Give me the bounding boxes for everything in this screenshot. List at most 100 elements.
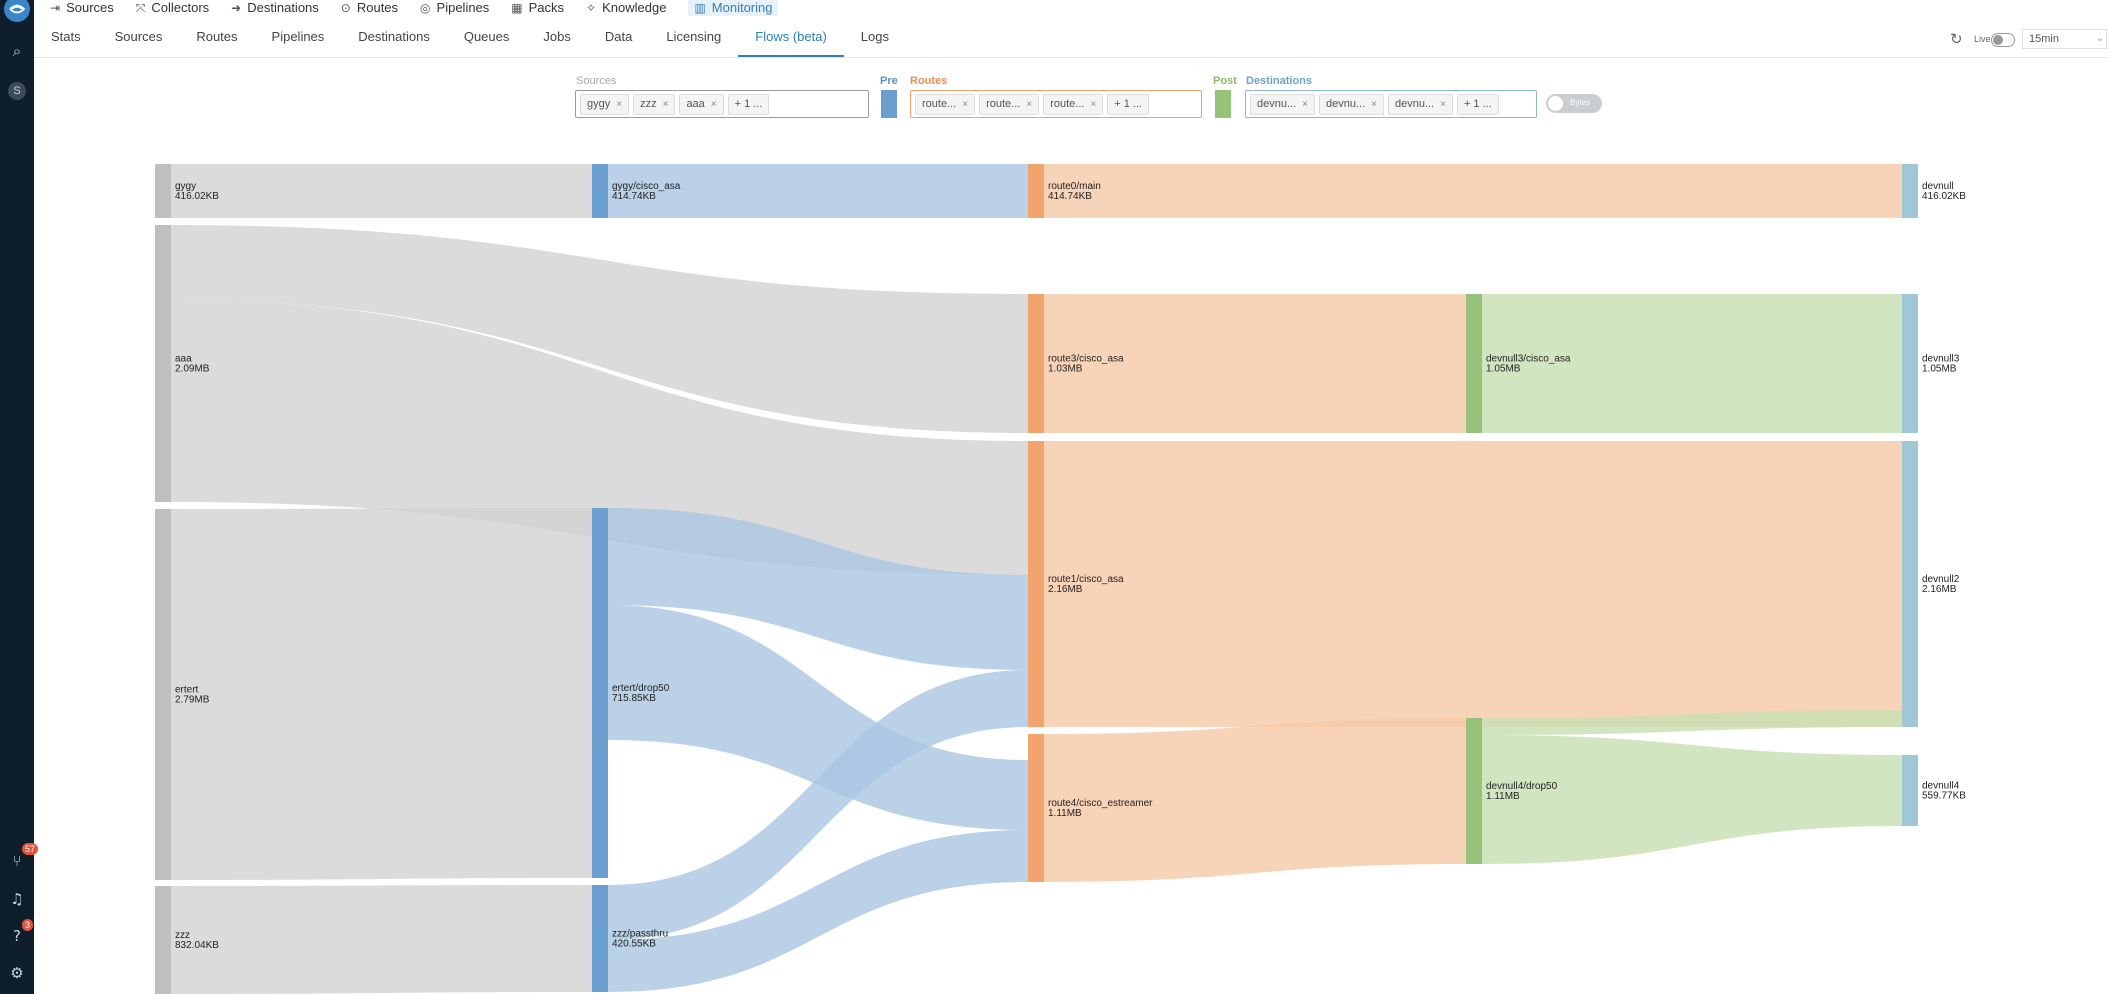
flow-link-r4-to-p4[interactable] bbox=[1044, 718, 1466, 882]
live-toggle[interactable] bbox=[1991, 33, 2015, 47]
bytes-toggle[interactable]: Bytes bbox=[1546, 94, 1602, 113]
flow-link-ertert_drop-to-r1[interactable] bbox=[608, 508, 1028, 670]
sources-filter[interactable]: gygy × zzz × aaa × + 1 ... bbox=[575, 90, 869, 118]
app-logo[interactable] bbox=[4, 0, 30, 22]
filter-chip[interactable]: route... × bbox=[979, 93, 1040, 115]
remove-chip-icon[interactable]: × bbox=[1302, 98, 1308, 110]
left-sidebar: ⌕ S ⑂ 57 ♫ ? 3 ⚙ bbox=[0, 0, 39, 994]
flow-link-aaa-to-r3[interactable] bbox=[171, 225, 1028, 433]
filter-chip[interactable]: route... × bbox=[915, 93, 976, 115]
chip-label: route... bbox=[986, 98, 1021, 110]
remove-chip-icon[interactable]: × bbox=[616, 98, 623, 110]
pre-stage-marker bbox=[881, 90, 897, 118]
filter-chip[interactable]: devnu... × bbox=[1250, 93, 1315, 115]
filter-chip[interactable]: gygy × bbox=[580, 93, 630, 115]
filter-chip[interactable]: aaa × bbox=[679, 93, 724, 115]
routes-filter[interactable]: route... × route... × route... × + 1 ... bbox=[910, 90, 1202, 118]
tab-logs[interactable]: Logs bbox=[860, 29, 889, 44]
flow-node-ertert_drop[interactable] bbox=[592, 508, 608, 878]
filter-chip[interactable]: devnu... × bbox=[1387, 93, 1453, 115]
tab-jobs[interactable]: Jobs bbox=[543, 29, 571, 44]
flow-node-value: 559.77KB bbox=[1922, 791, 1966, 802]
flow-node-zzz[interactable] bbox=[155, 886, 171, 994]
destinations-filter[interactable]: devnu... × devnu... × devnu... × + 1 ... bbox=[1245, 90, 1537, 118]
search-icon[interactable]: ⌕ bbox=[12, 42, 22, 60]
avatar[interactable]: S bbox=[8, 82, 26, 100]
source-icon: ⇥ bbox=[50, 1, 61, 15]
tab-destinations[interactable]: Destinations bbox=[358, 29, 430, 44]
flow-link-ertert-to-ertert_drop[interactable] bbox=[171, 508, 592, 880]
bell-icon[interactable]: ♫ bbox=[10, 890, 24, 908]
remove-chip-icon[interactable]: × bbox=[1090, 98, 1097, 110]
top-nav-routes[interactable]: ⊙ Routes bbox=[341, 0, 398, 16]
top-nav-label: Monitoring bbox=[711, 0, 773, 15]
flow-node-name: zzz/passthru bbox=[612, 929, 668, 940]
flow-node-r0[interactable] bbox=[1028, 164, 1044, 218]
flow-link-zzz_pass-to-r1[interactable] bbox=[608, 670, 1028, 940]
filter-chip[interactable]: zzz × bbox=[633, 93, 676, 115]
git-branch-icon[interactable]: ⑂ bbox=[12, 852, 22, 870]
flow-link-gygy_cisco-to-r0[interactable] bbox=[608, 164, 1028, 218]
flow-link-r3-to-p3[interactable] bbox=[1044, 294, 1466, 433]
remove-chip-icon[interactable]: × bbox=[1440, 98, 1446, 110]
flow-node-r1[interactable] bbox=[1028, 441, 1044, 727]
settings-gear-icon[interactable]: ⚙ bbox=[10, 964, 24, 982]
top-nav-packs[interactable]: ▦ Packs bbox=[511, 0, 564, 16]
flow-link-r0-to-d0[interactable] bbox=[1044, 164, 1902, 218]
flow-link-zzz_pass-to-r4[interactable] bbox=[608, 830, 1028, 992]
more-chips[interactable]: + 1 ... bbox=[1456, 93, 1499, 115]
top-nav-monitoring[interactable]: ▥ Monitoring bbox=[688, 0, 779, 16]
flow-link-r1-to-d2[interactable] bbox=[1044, 441, 1902, 727]
remove-chip-icon[interactable]: × bbox=[662, 98, 669, 110]
flow-link-ertert_drop-to-r4[interactable] bbox=[608, 605, 1028, 830]
time-range-value: 15min bbox=[2029, 33, 2059, 45]
flow-node-zzz_pass[interactable] bbox=[592, 885, 608, 992]
top-nav-sources[interactable]: ⇥ Sources bbox=[50, 0, 114, 16]
remove-chip-icon[interactable]: × bbox=[962, 98, 969, 110]
flow-node-aaa[interactable] bbox=[155, 225, 171, 502]
tab-routes[interactable]: Routes bbox=[196, 29, 238, 44]
flow-link-gygy-to-gygy_cisco[interactable] bbox=[171, 164, 592, 218]
more-chips[interactable]: + 1 ... bbox=[1107, 93, 1150, 115]
help-icon[interactable]: ? bbox=[13, 927, 21, 945]
tab-pipelines[interactable]: Pipelines bbox=[271, 29, 325, 44]
remove-chip-icon[interactable]: × bbox=[1026, 98, 1033, 110]
flow-link-p3-to-d3[interactable] bbox=[1482, 294, 1902, 433]
chip-label: gygy bbox=[587, 98, 611, 110]
top-nav-pipelines[interactable]: ◎ Pipelines bbox=[420, 0, 489, 16]
flow-node-d4[interactable] bbox=[1902, 755, 1918, 826]
flow-link-aaa-to-r1[interactable] bbox=[171, 300, 1028, 575]
flow-node-ertert[interactable] bbox=[155, 509, 171, 880]
filter-chip[interactable]: route... × bbox=[1043, 93, 1104, 115]
time-range-select[interactable]: 15min ⌄ bbox=[2022, 29, 2107, 49]
flow-node-r4[interactable] bbox=[1028, 734, 1044, 882]
filter-chip[interactable]: devnu... × bbox=[1318, 93, 1384, 115]
flow-node-p3[interactable] bbox=[1466, 294, 1482, 433]
more-chips[interactable]: + 1 ... bbox=[727, 93, 770, 115]
remove-chip-icon[interactable]: × bbox=[1371, 98, 1377, 110]
flow-node-name: devnull3/cisco_asa bbox=[1486, 354, 1571, 365]
flow-node-d2[interactable] bbox=[1902, 441, 1918, 727]
flow-link-p4-to-d4[interactable] bbox=[1482, 735, 1902, 864]
top-nav-destinations[interactable]: ➜ Destinations bbox=[231, 0, 319, 16]
flow-node-d0[interactable] bbox=[1902, 164, 1918, 218]
flow-node-d3[interactable] bbox=[1902, 294, 1918, 433]
tab-licensing[interactable]: Licensing bbox=[666, 29, 722, 44]
top-nav-collectors[interactable]: ⤧ Collectors bbox=[136, 0, 209, 16]
flow-node-r3[interactable] bbox=[1028, 294, 1044, 433]
flow-link-p4-to-d2[interactable] bbox=[1482, 710, 1902, 735]
logo-mark-icon bbox=[9, 4, 26, 14]
flow-link-zzz-to-zzz_pass[interactable] bbox=[171, 885, 592, 994]
tab-queues[interactable]: Queues bbox=[463, 29, 510, 44]
tab-stats[interactable]: Stats bbox=[51, 29, 81, 44]
chip-label: zzz bbox=[640, 98, 657, 110]
tab-sources[interactable]: Sources bbox=[114, 29, 163, 44]
tab-flows[interactable]: Flows (beta) bbox=[738, 16, 844, 57]
flow-node-gygy_cisco[interactable] bbox=[592, 164, 608, 218]
flow-node-gygy[interactable] bbox=[155, 164, 171, 218]
flow-node-p4[interactable] bbox=[1466, 718, 1482, 864]
tab-data[interactable]: Data bbox=[604, 29, 633, 44]
remove-chip-icon[interactable]: × bbox=[710, 98, 717, 110]
refresh-icon[interactable]: ↻ bbox=[1950, 30, 1963, 48]
top-nav-knowledge[interactable]: ✧ Knowledge bbox=[586, 0, 666, 16]
